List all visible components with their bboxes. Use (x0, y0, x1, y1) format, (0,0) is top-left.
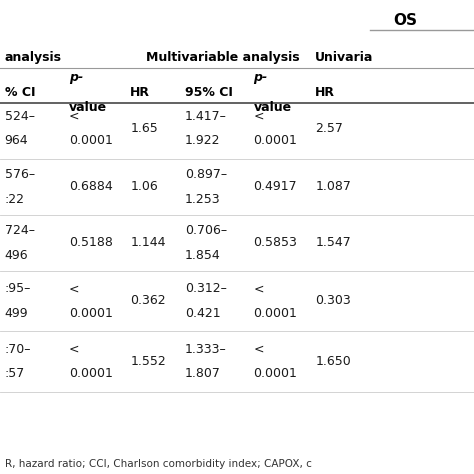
Text: 1.144: 1.144 (130, 236, 166, 249)
Text: p-: p- (69, 71, 83, 84)
Text: value: value (69, 101, 107, 114)
Text: 1.552: 1.552 (130, 355, 166, 368)
Text: 0.421: 0.421 (185, 307, 220, 320)
Text: 0.0001: 0.0001 (69, 367, 113, 381)
Text: 1.06: 1.06 (130, 180, 158, 193)
Text: 95% CI: 95% CI (185, 86, 233, 99)
Text: 1.417–: 1.417– (185, 109, 227, 123)
Text: 1.65: 1.65 (130, 122, 158, 135)
Text: :95–: :95– (5, 282, 31, 295)
Text: analysis: analysis (5, 51, 62, 64)
Text: Multivariable analysis: Multivariable analysis (146, 51, 300, 64)
Text: 0.312–: 0.312– (185, 282, 227, 295)
Text: 1.854: 1.854 (185, 248, 220, 262)
Text: :57: :57 (5, 367, 25, 381)
Text: 1.333–: 1.333– (185, 343, 227, 356)
Text: 0.0001: 0.0001 (254, 307, 298, 320)
Text: <: < (69, 282, 79, 295)
Text: 1.547: 1.547 (315, 236, 351, 249)
Text: 1.087: 1.087 (315, 180, 351, 193)
Text: 576–: 576– (5, 168, 35, 181)
Text: HR: HR (315, 86, 335, 99)
Text: 2.57: 2.57 (315, 122, 343, 135)
Text: HR: HR (130, 86, 150, 99)
Text: <: < (254, 282, 264, 295)
Text: p-: p- (254, 71, 268, 84)
Text: R, hazard ratio; CCI, Charlson comorbidity index; CAPOX, c: R, hazard ratio; CCI, Charlson comorbidi… (5, 458, 311, 469)
Text: 499: 499 (5, 307, 28, 320)
Text: 0.6884: 0.6884 (69, 180, 112, 193)
Text: 0.303: 0.303 (315, 294, 351, 308)
Text: 1.807: 1.807 (185, 367, 221, 381)
Text: 0.706–: 0.706– (185, 224, 227, 237)
Text: 496: 496 (5, 248, 28, 262)
Text: OS: OS (393, 13, 418, 28)
Text: 0.5853: 0.5853 (254, 236, 298, 249)
Text: <: < (254, 343, 264, 356)
Text: :22: :22 (5, 192, 25, 206)
Text: 1.922: 1.922 (185, 134, 220, 147)
Text: 0.0001: 0.0001 (254, 134, 298, 147)
Text: value: value (254, 101, 292, 114)
Text: 1.650: 1.650 (315, 355, 351, 368)
Text: 964: 964 (5, 134, 28, 147)
Text: Univaria: Univaria (315, 51, 374, 64)
Text: 1.253: 1.253 (185, 192, 220, 206)
Text: 524–: 524– (5, 109, 35, 123)
Text: 0.0001: 0.0001 (69, 307, 113, 320)
Text: % CI: % CI (5, 86, 35, 99)
Text: 0.5188: 0.5188 (69, 236, 113, 249)
Text: <: < (69, 343, 79, 356)
Text: 0.0001: 0.0001 (69, 134, 113, 147)
Text: 0.897–: 0.897– (185, 168, 227, 181)
Text: <: < (69, 109, 79, 123)
Text: 724–: 724– (5, 224, 35, 237)
Text: 0.0001: 0.0001 (254, 367, 298, 381)
Text: 0.4917: 0.4917 (254, 180, 297, 193)
Text: <: < (254, 109, 264, 123)
Text: 0.362: 0.362 (130, 294, 166, 308)
Text: :70–: :70– (5, 343, 31, 356)
